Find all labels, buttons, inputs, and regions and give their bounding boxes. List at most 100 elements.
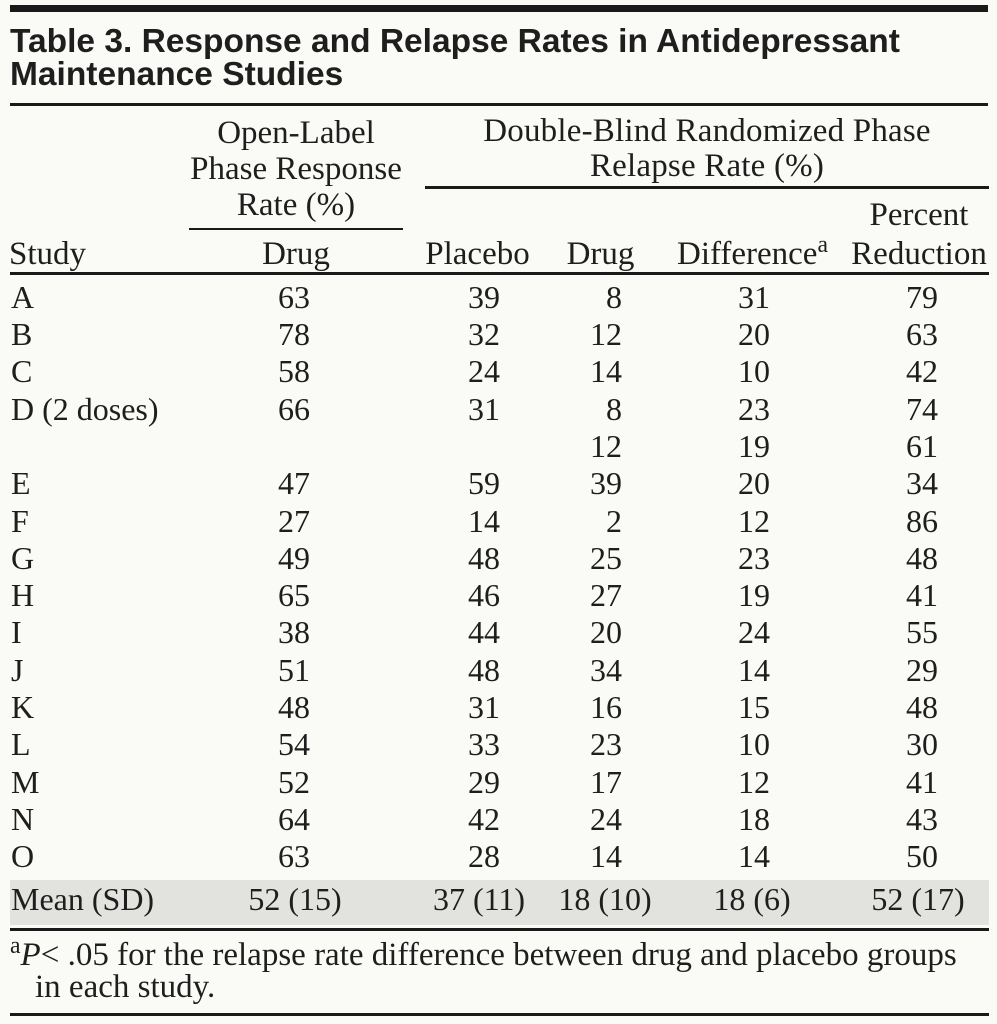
study-cell: M [11,763,40,800]
open-label-drug-cell: 54 [278,726,310,763]
double-blind-spanner-header: Double-Blind Randomized Phase Relapse Ra… [425,112,989,184]
table-row: J 51 48 34 14 29 [0,654,997,687]
study-cell: A [11,278,35,315]
drug-cell: 2 [606,502,622,539]
table-row: L 54 33 23 10 30 [0,728,997,761]
title-rule [10,103,988,106]
percent-reduction-cell: 34 [906,465,938,502]
difference-column-header-label: Difference [676,235,818,272]
placebo-cell: 31 [468,689,500,725]
open-label-spanner-header: Open-Label Phase Response Rate (%) [189,115,403,223]
footnote-text: < .05 for the relapse rate difference be… [35,937,957,1006]
study-cell: H [11,577,35,614]
open-label-drug-cell: 63 [278,838,310,875]
placebo-cell: 24 [468,353,500,390]
open-label-drug-cell: 58 [278,353,310,390]
table-row: K 48 31 16 15 48 [0,691,997,724]
placebo-cell: 44 [468,614,500,651]
drug-column-header: Drug [566,235,635,272]
drug-cell: 14 [590,838,622,875]
mean-row: Mean (SD) 52 (15) 37 (11) 18 (10) 18 (6)… [0,883,997,916]
difference-cell: 15 [738,689,770,725]
difference-cell: 12 [738,763,770,800]
column-header-row: Study Drug Placebo Drug Differencea [0,233,997,272]
drug-cell: 39 [590,465,622,502]
mean-open-label-drug-cell: 52 (15) [248,881,342,918]
table-row: 12 19 61 [0,430,997,463]
study-column-header: Study [9,235,87,272]
study-cell: N [11,800,35,837]
percent-reduction-line: Reduction [851,236,987,273]
table-row: B 78 32 12 20 63 [0,318,997,351]
open-label-drug-cell: 47 [278,465,310,502]
percent-reduction-cell: 30 [906,726,938,763]
placebo-cell: 48 [468,651,500,688]
difference-footnote-marker: a [817,232,828,259]
mean-difference-cell: 18 (6) [713,881,791,918]
table-row: N 64 42 24 18 43 [0,803,997,836]
difference-cell: 12 [738,502,770,539]
difference-cell: 23 [738,539,770,576]
percent-reduction-cell: 86 [906,502,938,539]
drug-cell: 23 [590,726,622,763]
open-label-drug-cell: 51 [278,651,310,688]
open-label-drug-cell: 49 [278,539,310,576]
percent-reduction-cell: 55 [906,614,938,651]
percent-reduction-cell: 29 [906,651,938,688]
open-label-drug-cell: 38 [278,614,310,651]
study-cell: O [11,838,35,875]
table-row: H 65 46 27 19 41 [0,579,997,612]
open-label-drug-cell: 63 [278,278,310,315]
open-label-drug-cell: 65 [278,577,310,614]
drug-cell: 34 [590,651,622,688]
percent-reduction-cell: 41 [906,577,938,614]
drug-cell: 8 [606,390,622,427]
mean-bottom-rule [10,928,989,932]
difference-column-header: Differencea [672,233,833,272]
percent-reduction-line: Percent [869,197,969,234]
double-blind-spanner-line: Double-Blind Randomized Phase [483,112,931,149]
study-cell: C [11,353,33,390]
drug-cell: 17 [590,763,622,800]
difference-cell: 10 [738,353,770,390]
placebo-cell: 32 [468,316,500,352]
footnote-marker: a [10,933,21,960]
placebo-cell: 33 [468,726,500,763]
placebo-cell: 31 [468,390,500,427]
difference-cell: 10 [738,726,770,763]
bottom-rule [10,1013,989,1016]
top-rule [10,5,988,13]
open-label-drug-cell: 78 [278,316,310,352]
open-label-spanner-line: Rate (%) [236,186,356,223]
mean-percent-reduction-cell: 52 (17) [871,881,965,918]
drug-cell: 8 [606,278,622,315]
placebo-cell: 59 [468,465,500,502]
placebo-cell: 29 [468,763,500,800]
percent-reduction-cell: 79 [906,278,938,315]
open-label-spanner-line: Phase Response [190,150,402,187]
difference-cell: 20 [738,316,770,352]
table-row: O 63 28 14 14 50 [0,840,997,873]
open-label-drug-cell: 64 [278,800,310,837]
table-row: I 38 44 20 24 55 [0,616,997,649]
open-label-spanner-rule [189,227,403,231]
drug-cell: 12 [590,427,622,464]
percent-reduction-cell: 74 [906,390,938,427]
study-cell: D (2 doses) [11,390,159,427]
difference-cell: 31 [738,278,770,315]
table-row: E 47 59 39 20 34 [0,467,997,500]
percent-reduction-cell: 61 [906,427,938,464]
placebo-cell: 42 [468,800,500,837]
table-row: C 58 24 14 10 42 [0,355,997,388]
drug-cell: 12 [590,316,622,352]
difference-cell: 14 [738,651,770,688]
table-row: F 27 14 2 12 86 [0,505,997,538]
percent-reduction-cell: 48 [906,539,938,576]
header-bottom-rule [10,272,989,275]
mean-study-cell: Mean (SD) [11,881,155,918]
open-label-spanner-line: Open-Label [217,114,375,151]
percent-reduction-header: Percent Reduction [809,196,997,274]
mean-row-highlight [10,879,989,925]
drug-cell: 14 [590,353,622,390]
